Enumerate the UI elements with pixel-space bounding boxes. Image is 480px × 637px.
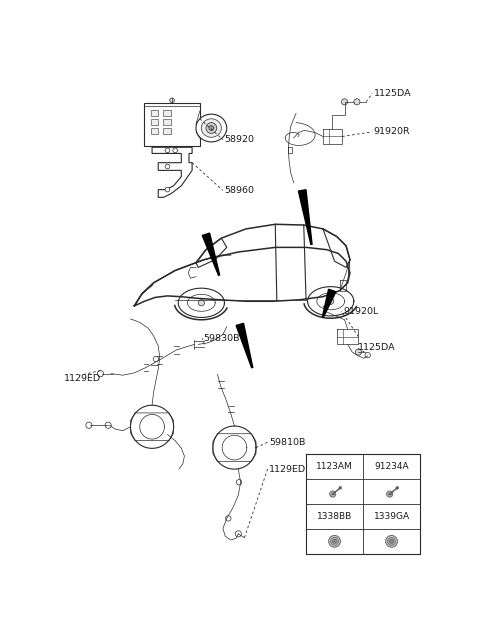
Circle shape [339,487,342,489]
Circle shape [236,480,242,485]
Circle shape [226,516,231,521]
Circle shape [330,491,336,497]
Text: 91920L: 91920L [343,307,378,316]
Polygon shape [152,147,192,197]
Text: 1339GA: 1339GA [373,512,409,521]
Circle shape [396,487,399,489]
Circle shape [165,164,170,169]
Text: 91234A: 91234A [374,462,409,471]
Circle shape [206,123,217,133]
Circle shape [153,356,158,362]
Text: 1129ED: 1129ED [269,464,306,474]
Bar [151,118,158,125]
Bar [163,118,170,125]
Circle shape [331,538,338,545]
Polygon shape [299,190,312,245]
Polygon shape [323,289,336,317]
Ellipse shape [201,118,221,137]
Text: 59830B: 59830B [204,334,240,343]
Circle shape [209,125,214,131]
Circle shape [86,422,92,428]
Circle shape [97,371,104,376]
Circle shape [354,99,360,105]
Text: 1123AM: 1123AM [316,462,353,471]
Text: 58920: 58920 [225,135,254,144]
Polygon shape [236,324,252,368]
Circle shape [341,99,348,105]
Circle shape [328,298,334,304]
Circle shape [386,491,393,497]
Circle shape [388,538,396,545]
Text: 59810B: 59810B [269,438,305,447]
Text: 91920R: 91920R [374,127,410,136]
Circle shape [235,531,241,537]
Circle shape [390,540,394,543]
Text: 58960: 58960 [225,186,254,195]
Circle shape [385,536,397,547]
Bar [163,110,170,116]
Polygon shape [202,233,219,275]
Circle shape [355,349,361,355]
Ellipse shape [196,114,227,142]
Bar [151,110,158,116]
Circle shape [105,422,111,428]
Circle shape [198,300,204,306]
Bar [151,128,158,134]
Circle shape [329,536,340,547]
Text: 1125DA: 1125DA [358,343,395,352]
Bar [144,103,200,146]
Text: 1129ED: 1129ED [63,374,101,383]
Text: 1338BB: 1338BB [317,512,352,521]
Circle shape [365,352,371,358]
Circle shape [165,187,170,192]
Bar [163,128,170,134]
Circle shape [173,148,178,153]
Circle shape [170,98,174,103]
Circle shape [333,540,336,543]
Text: 1125DA: 1125DA [374,89,411,98]
Circle shape [165,148,170,153]
